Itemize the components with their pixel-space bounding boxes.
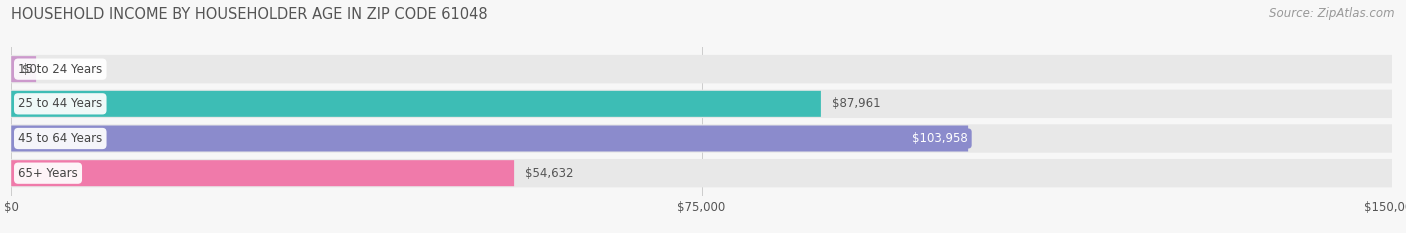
Text: 15 to 24 Years: 15 to 24 Years [18,63,103,76]
FancyBboxPatch shape [11,55,1392,83]
Text: HOUSEHOLD INCOME BY HOUSEHOLDER AGE IN ZIP CODE 61048: HOUSEHOLD INCOME BY HOUSEHOLDER AGE IN Z… [11,7,488,22]
FancyBboxPatch shape [11,160,515,186]
FancyBboxPatch shape [11,126,969,151]
Text: 25 to 44 Years: 25 to 44 Years [18,97,103,110]
Text: Source: ZipAtlas.com: Source: ZipAtlas.com [1270,7,1395,20]
FancyBboxPatch shape [11,90,1392,118]
FancyBboxPatch shape [11,159,1392,187]
Text: $0: $0 [22,63,37,76]
FancyBboxPatch shape [11,56,37,82]
FancyBboxPatch shape [11,91,821,117]
Text: 65+ Years: 65+ Years [18,167,77,180]
Text: $54,632: $54,632 [526,167,574,180]
Text: $87,961: $87,961 [832,97,880,110]
Text: $103,958: $103,958 [912,132,969,145]
FancyBboxPatch shape [11,124,1392,153]
Text: 45 to 64 Years: 45 to 64 Years [18,132,103,145]
